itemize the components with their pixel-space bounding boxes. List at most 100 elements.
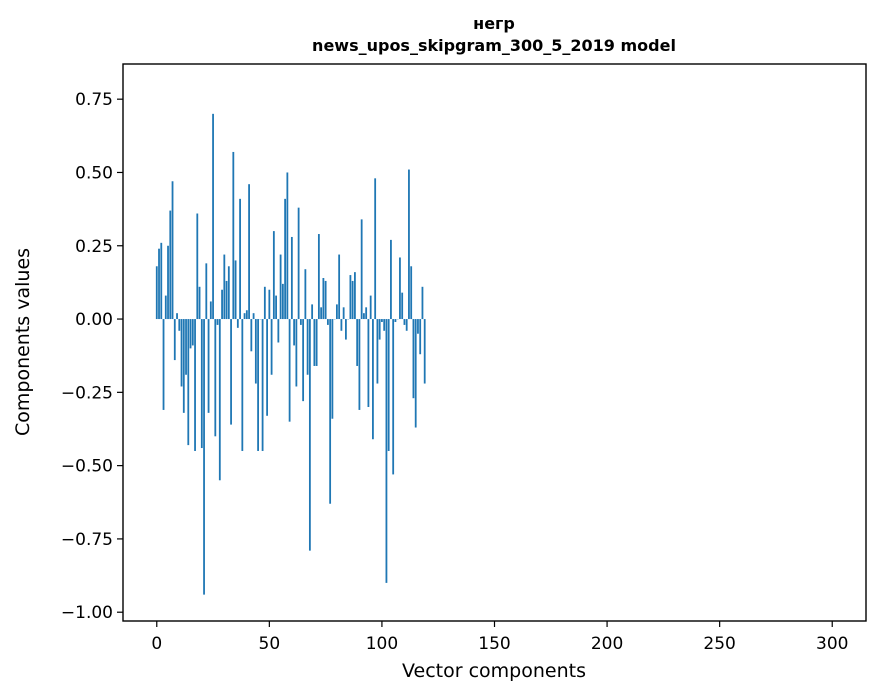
bar: [288, 319, 291, 422]
bar: [155, 266, 158, 320]
bar: [412, 319, 415, 399]
bar: [313, 319, 316, 366]
bar: [198, 286, 201, 320]
bar: [230, 319, 232, 425]
bar: [189, 319, 192, 349]
bar: [194, 319, 196, 451]
bar: [160, 242, 163, 320]
bar: [367, 319, 370, 407]
bar: [378, 319, 381, 340]
bar: [214, 319, 217, 437]
bar: [279, 254, 282, 320]
bar: [354, 272, 356, 320]
x-tick-label: 50: [259, 634, 281, 654]
bar: [176, 313, 178, 320]
x-tick-label: 200: [591, 634, 623, 654]
bar: [423, 319, 426, 384]
bar: [351, 280, 354, 320]
bar: [297, 207, 300, 320]
bar: [284, 198, 287, 320]
bar: [173, 319, 176, 361]
bar: [241, 319, 244, 451]
y-tick-label: 0.50: [75, 163, 113, 183]
bar: [203, 319, 205, 595]
bar: [275, 295, 277, 320]
bar: [383, 319, 386, 331]
bar: [270, 319, 273, 375]
bar: [254, 319, 257, 384]
bar: [162, 319, 165, 410]
bar: [205, 263, 208, 320]
bar: [227, 266, 230, 320]
bar: [363, 313, 365, 320]
bar: [376, 319, 379, 384]
bar: [216, 319, 219, 325]
x-tick-label: 250: [703, 634, 735, 654]
bar: [403, 319, 406, 325]
bar: [178, 319, 181, 331]
bar: [381, 319, 383, 322]
bar: [223, 254, 226, 320]
bar: [331, 319, 334, 419]
bar: [196, 213, 199, 320]
bar: [358, 319, 361, 410]
bar: [250, 319, 253, 352]
bar: [421, 286, 424, 320]
bar: [182, 319, 185, 413]
bar: [329, 319, 332, 504]
y-tick-label: 0.25: [75, 237, 113, 257]
bar: [414, 319, 417, 428]
bar: [335, 304, 338, 320]
bar: [293, 319, 296, 346]
bar: [263, 286, 266, 320]
bar: [308, 319, 311, 551]
bar: [372, 319, 374, 440]
bar: [221, 289, 223, 320]
bar: [286, 172, 289, 320]
x-tick-label: 150: [478, 634, 510, 654]
bar: [401, 292, 404, 320]
bar: [394, 319, 397, 322]
bar: [272, 231, 275, 320]
bar: [268, 289, 271, 320]
bar: [311, 304, 314, 320]
x-tick-label: 100: [366, 634, 398, 654]
x-axis-label: Vector components: [402, 660, 586, 682]
bar: [245, 310, 248, 320]
bar: [295, 319, 298, 387]
bars-group: [155, 113, 426, 595]
bar: [302, 319, 305, 402]
bar: [207, 319, 210, 413]
bar: [322, 278, 325, 320]
bar: [290, 236, 293, 320]
y-tick-label: −0.25: [61, 383, 113, 403]
bar: [239, 198, 241, 320]
bar: [399, 257, 401, 320]
bar: [390, 239, 392, 320]
bar: [236, 319, 239, 328]
bar: [387, 319, 390, 451]
bar: [191, 319, 194, 346]
x-tick-label: 300: [816, 634, 848, 654]
bar: [167, 245, 169, 320]
bar: [340, 319, 343, 331]
bar: [261, 319, 264, 451]
bar: [324, 280, 327, 320]
bar: [326, 319, 329, 325]
bar: [410, 266, 413, 320]
bar: [209, 301, 212, 320]
bar: [306, 319, 309, 375]
bar: [369, 295, 372, 320]
bar: [200, 319, 203, 449]
y-tick-label: 0.75: [75, 90, 113, 110]
bar: [408, 169, 410, 320]
bar: [345, 319, 347, 340]
bar: [169, 210, 172, 320]
bar: [243, 313, 246, 320]
bar: [252, 313, 255, 320]
bar: [232, 151, 235, 320]
y-axis-ticks: 0.75 0.50 0.25 0.00 −0.25 −0.50 −0.75 −1.00: [61, 90, 123, 623]
